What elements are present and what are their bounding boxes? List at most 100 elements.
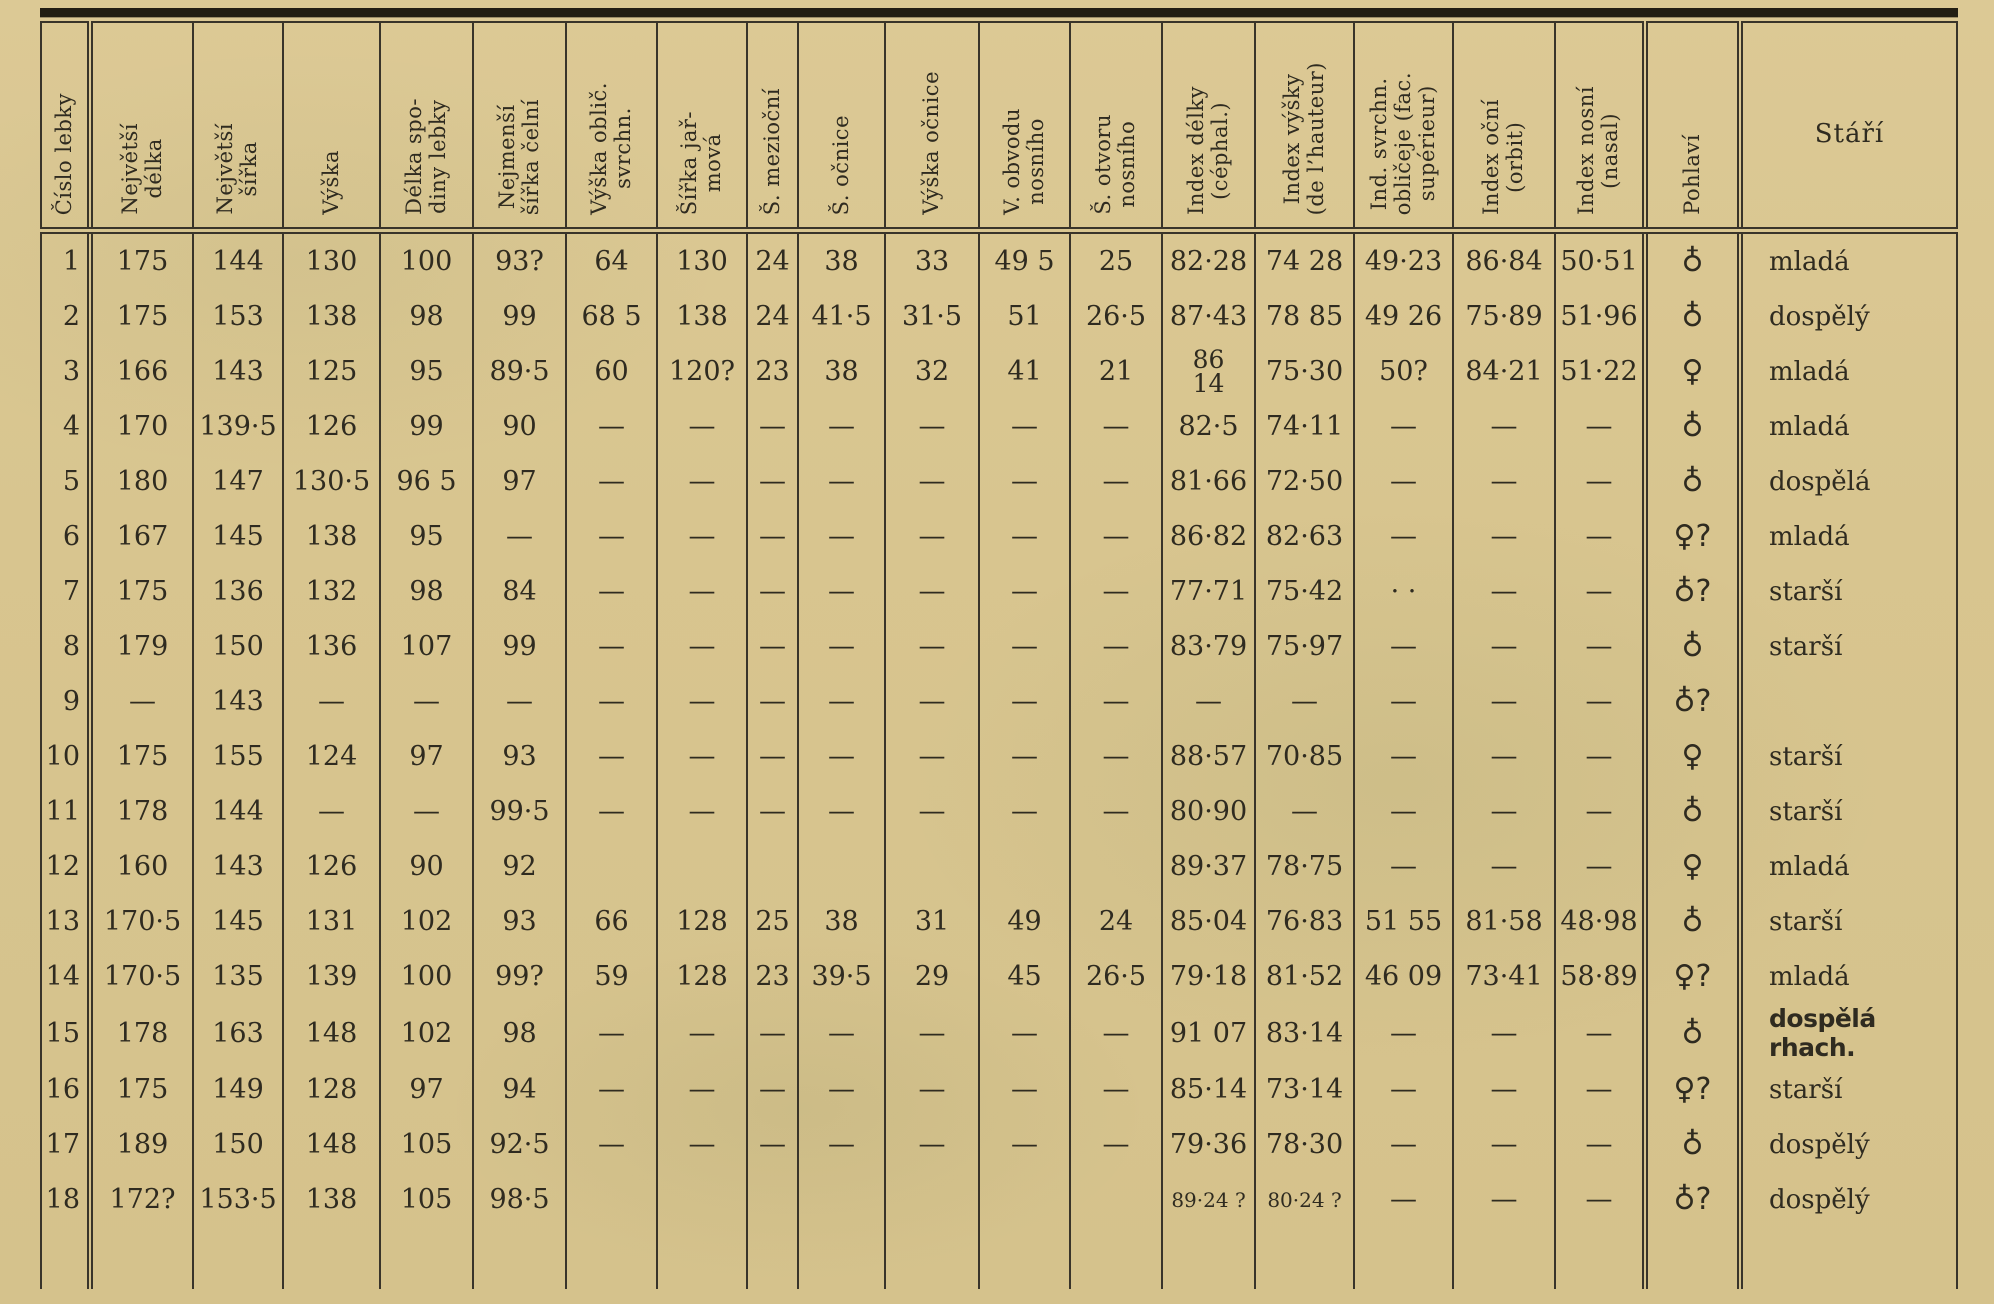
cell-ind-svrchn-obliceje: —	[1354, 619, 1454, 674]
cell-vyska-oblic-svrchn: —	[566, 729, 658, 784]
cell-index-ocni-orbit: —	[1453, 1062, 1556, 1117]
cell-stari: starší	[1740, 729, 1958, 784]
col-header-index-vysky: Index výšky (de l’hauteur)	[1279, 61, 1328, 215]
cell-vyska: 125	[283, 344, 381, 399]
table-row: 3 166 143 125 95 89·5 60 120? 23 38 32 41 21 86 14 75·…	[41, 344, 1958, 399]
cell-nejvetsi-sirka: 145	[193, 509, 284, 564]
filler-cell	[1255, 1227, 1355, 1289]
cell-index-ocni-orbit: 84·21	[1453, 344, 1556, 399]
cell-index-ocni-orbit: —	[1453, 729, 1556, 784]
cell-pohlavi: ♀	[1645, 344, 1743, 399]
cell-vyska: 128	[283, 1062, 381, 1117]
cell-s-otvoru-nosniho: 24	[1070, 894, 1163, 949]
cell-index-delky-cephal: 87·43	[1162, 289, 1256, 344]
cell-v-obvodu-nosniho	[979, 1172, 1071, 1227]
cell-cislo-lebky: 8	[41, 619, 93, 674]
cell-vyska-oblic-svrchn: —	[566, 674, 658, 729]
col-header-index-ocni: Index oční (orbit)	[1479, 99, 1527, 215]
cell-nejvetsi-delka: 179	[90, 619, 194, 674]
cell-ind-svrchn-obliceje: 46 09	[1354, 949, 1454, 1004]
cell-index-ocni-orbit: 86·84	[1453, 230, 1556, 289]
table-row: 4 170 139·5 126 99 90— — — — — — —82·5 74·11— — — ♁ mlad…	[41, 399, 1958, 454]
cell-index-ocni-orbit: —	[1453, 1172, 1556, 1227]
cell-cislo-lebky: 2	[41, 289, 93, 344]
cell-nejvetsi-delka: 172?	[90, 1172, 194, 1227]
cell-pohlavi: ♁	[1645, 230, 1743, 289]
cell-s-meziocni: —	[747, 1117, 799, 1172]
cell-s-meziocni: —	[747, 454, 799, 509]
cell-stari: mladá	[1740, 509, 1958, 564]
cell-delka-spodiny-lebky: 105	[380, 1117, 474, 1172]
cell-nejmensi-sirka-celni: 99	[473, 619, 567, 674]
cell-vyska: 130·5	[283, 454, 381, 509]
cell-index-nosni-nasal: —	[1555, 1004, 1648, 1062]
cell-index-nosni-nasal: —	[1555, 619, 1648, 674]
table-row: 12 160 143 126 90 92 89·37 78·75— — — ♀ mladá	[41, 839, 1958, 894]
cell-s-meziocni	[747, 839, 799, 894]
top-rule	[40, 8, 1958, 17]
table-row: 15 178 163 148 102 98— — — — — — —91 07 83·14— — — ♁ dos…	[41, 1004, 1958, 1062]
cell-v-obvodu-nosniho: —	[979, 674, 1071, 729]
cell-index-nosni-nasal: 58·89	[1555, 949, 1648, 1004]
cell-s-otvoru-nosniho	[1070, 839, 1163, 894]
cell-nejvetsi-delka: 178	[90, 1004, 194, 1062]
cell-vyska-ocnice: —	[885, 784, 980, 839]
cell-vyska-oblic-svrchn: —	[566, 1062, 658, 1117]
cell-stari: dospělý	[1740, 1117, 1958, 1172]
table-row: 5 180 147 130·5 96 5 97— — — — — — —81·66 72·50— — — ♁ d…	[41, 454, 1958, 509]
cell-s-otvoru-nosniho: —	[1070, 1062, 1163, 1117]
cell-vyska: 138	[283, 289, 381, 344]
table-sheet: Číslo lebky Největší délka Největší šířk…	[40, 8, 1958, 1289]
cell-ind-svrchn-obliceje: —	[1354, 399, 1454, 454]
cell-s-otvoru-nosniho: —	[1070, 619, 1163, 674]
cell-sirka-jarmova: —	[657, 509, 748, 564]
cell-index-nosni-nasal: —	[1555, 509, 1648, 564]
cell-s-ocnice: —	[798, 784, 886, 839]
cell-pohlavi: ♁	[1645, 289, 1743, 344]
cell-index-vysky: 74 28	[1255, 230, 1355, 289]
col-header-cislo-lebky: Číslo lebky	[51, 92, 76, 215]
cell-v-obvodu-nosniho: 45	[979, 949, 1071, 1004]
cell-index-ocni-orbit: —	[1453, 674, 1556, 729]
cell-nejmensi-sirka-celni: 90	[473, 399, 567, 454]
filler-cell	[1354, 1227, 1454, 1289]
cell-stari: mladá	[1740, 230, 1958, 289]
cell-delka-spodiny-lebky: 96 5	[380, 454, 474, 509]
cell-vyska-ocnice	[885, 1172, 980, 1227]
cell-delka-spodiny-lebky: 98	[380, 564, 474, 619]
cell-index-nosni-nasal: —	[1555, 454, 1648, 509]
cell-s-ocnice: —	[798, 564, 886, 619]
cell-index-nosni-nasal: 50·51	[1555, 230, 1648, 289]
filler-cell	[473, 1227, 567, 1289]
cell-s-otvoru-nosniho: —	[1070, 509, 1163, 564]
cell-cislo-lebky: 13	[41, 894, 93, 949]
cell-s-otvoru-nosniho: —	[1070, 729, 1163, 784]
cell-ind-svrchn-obliceje: —	[1354, 729, 1454, 784]
cell-delka-spodiny-lebky: —	[380, 784, 474, 839]
cell-cislo-lebky: 17	[41, 1117, 93, 1172]
cell-nejmensi-sirka-celni: 93	[473, 729, 567, 784]
cell-v-obvodu-nosniho: —	[979, 399, 1071, 454]
cell-index-ocni-orbit: —	[1453, 619, 1556, 674]
cell-index-vysky: 75·97	[1255, 619, 1355, 674]
table-row: 11 178 144— —99·5— — — — — — —80·90— — — — ♁ starší	[41, 784, 1958, 839]
cell-vyska-oblic-svrchn: —	[566, 509, 658, 564]
cell-delka-spodiny-lebky: 100	[380, 230, 474, 289]
cell-vyska-oblic-svrchn: —	[566, 564, 658, 619]
cell-nejvetsi-delka: 160	[90, 839, 194, 894]
cell-ind-svrchn-obliceje: 49·23	[1354, 230, 1454, 289]
cell-sirka-jarmova: 130	[657, 230, 748, 289]
cell-ind-svrchn-obliceje: 51 55	[1354, 894, 1454, 949]
cell-index-ocni-orbit: —	[1453, 839, 1556, 894]
cell-v-obvodu-nosniho: 51	[979, 289, 1071, 344]
cell-nejmensi-sirka-celni: 93	[473, 894, 567, 949]
cell-nejmensi-sirka-celni: 99·5	[473, 784, 567, 839]
col-header-index-delky: Index délky (céphal.)	[1183, 86, 1232, 215]
cell-v-obvodu-nosniho: —	[979, 1062, 1071, 1117]
cell-s-meziocni: —	[747, 564, 799, 619]
cell-s-otvoru-nosniho: —	[1070, 1117, 1163, 1172]
cell-v-obvodu-nosniho: —	[979, 784, 1071, 839]
cell-s-ocnice: —	[798, 729, 886, 784]
cell-ind-svrchn-obliceje: 50?	[1354, 344, 1454, 399]
cell-vyska: 124	[283, 729, 381, 784]
